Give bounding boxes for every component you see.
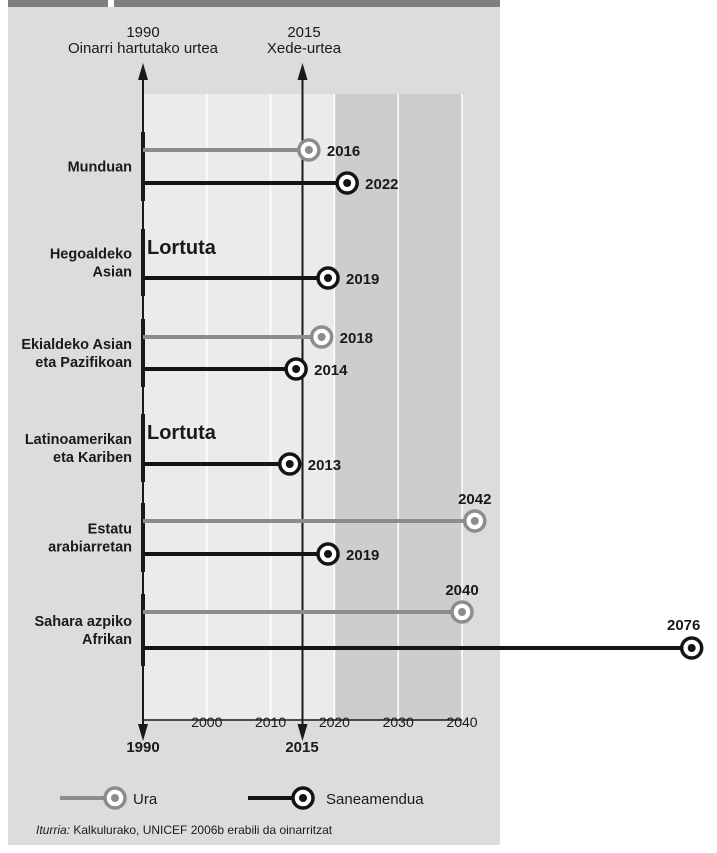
baseline-arrow-up bbox=[138, 63, 148, 80]
legend-water-label: Ura bbox=[133, 791, 158, 808]
legend-sanitation-label: Saneamendua bbox=[326, 791, 424, 808]
top-bar-right bbox=[114, 0, 500, 7]
region-1-water-label: 2016 bbox=[327, 143, 360, 160]
legend-water-marker-dot bbox=[111, 794, 119, 802]
bottom-target-label: 2015 bbox=[285, 739, 318, 756]
top-bar-left bbox=[8, 0, 108, 7]
region-6-name-line-1: Sahara azpiko bbox=[34, 614, 132, 630]
x-tick-label-2040: 2040 bbox=[446, 714, 477, 730]
region-3-name-line-2: eta Pazifikoan bbox=[35, 355, 132, 371]
region-2-sanitation-label: 2019 bbox=[346, 271, 379, 288]
bottom-baseline-label: 1990 bbox=[126, 739, 159, 756]
region-2-water-achieved-label: Lortuta bbox=[147, 237, 217, 259]
region-6-water-label: 2040 bbox=[445, 582, 478, 599]
region-5-name-line-2: arabiarretan bbox=[48, 540, 132, 556]
region-3-water-marker-dot bbox=[317, 333, 326, 341]
baseline-year-label: 1990 bbox=[126, 24, 159, 41]
region-6-sanitation-label: 2076 bbox=[667, 617, 700, 634]
region-2-name-line-1: Hegoaldeko bbox=[50, 247, 132, 263]
region-1-name-line-1: Munduan bbox=[68, 160, 132, 176]
plot-area-light bbox=[143, 94, 335, 720]
x-tick-label-2030: 2030 bbox=[383, 714, 414, 730]
target-caption: Xede-urtea bbox=[267, 40, 342, 57]
source-note: Iturria: Kalkulurako, UNICEF 2006b erabi… bbox=[36, 823, 333, 837]
x-tick-label-2020: 2020 bbox=[319, 714, 350, 730]
region-2-sanitation-marker-dot bbox=[324, 274, 333, 282]
region-5-water-marker-dot bbox=[470, 517, 479, 525]
region-1-sanitation-marker-dot bbox=[343, 179, 352, 187]
x-tick-label-2010: 2010 bbox=[255, 714, 286, 730]
region-3-sanitation-label: 2014 bbox=[314, 362, 348, 379]
baseline-arrow-down bbox=[138, 724, 148, 741]
region-4-name-line-2: eta Kariben bbox=[53, 450, 132, 466]
region-2-name-line-2: Asian bbox=[93, 265, 133, 281]
region-4-water-achieved-label: Lortuta bbox=[147, 422, 217, 444]
source-prefix: Iturria: bbox=[36, 823, 70, 837]
region-6-water-marker-dot bbox=[458, 608, 466, 616]
region-5-water-label: 2042 bbox=[458, 491, 491, 508]
legend-sanitation-marker-dot bbox=[299, 794, 307, 802]
region-5-sanitation-label: 2019 bbox=[346, 547, 379, 564]
target-year-label: 2015 bbox=[287, 24, 320, 41]
region-4-sanitation-label: 2013 bbox=[308, 457, 341, 474]
x-tick-label-2000: 2000 bbox=[191, 714, 222, 730]
region-3-sanitation-marker-dot bbox=[292, 365, 301, 373]
region-1-water-marker-dot bbox=[304, 146, 313, 154]
region-3-name-line-1: Ekialdeko Asian bbox=[21, 337, 132, 353]
region-4-sanitation-marker-dot bbox=[285, 460, 294, 468]
region-1-sanitation-label: 2022 bbox=[365, 176, 398, 193]
target-arrow-down bbox=[297, 724, 308, 741]
target-arrow-up bbox=[297, 63, 308, 80]
region-6-sanitation-marker-dot bbox=[687, 644, 696, 652]
region-5-sanitation-marker-dot bbox=[324, 550, 333, 558]
region-3-water-label: 2018 bbox=[340, 330, 373, 347]
baseline-caption: Oinarri hartutako urtea bbox=[68, 40, 219, 57]
source-text: Kalkulurako, UNICEF 2006b erabili da oin… bbox=[70, 823, 333, 837]
region-4-name-line-1: Latinoamerikan bbox=[25, 432, 132, 448]
region-5-name-line-1: Estatu bbox=[88, 522, 132, 538]
region-6-name-line-2: Afrikan bbox=[82, 632, 132, 648]
